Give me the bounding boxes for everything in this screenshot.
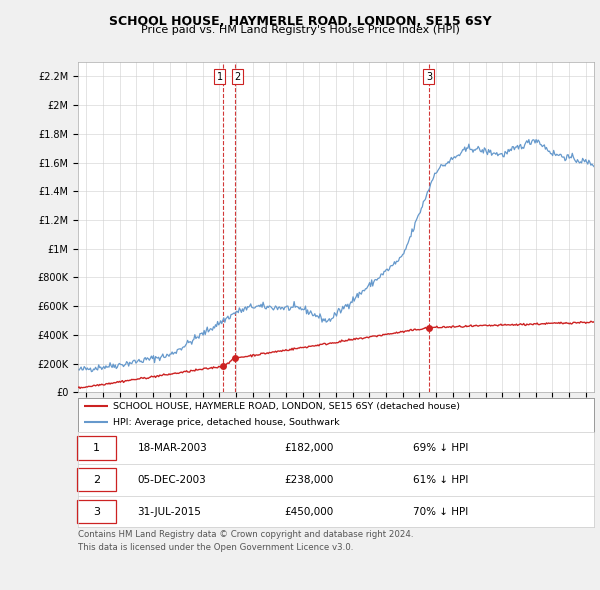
Text: SCHOOL HOUSE, HAYMERLE ROAD, LONDON, SE15 6SY (detached house): SCHOOL HOUSE, HAYMERLE ROAD, LONDON, SE1… — [113, 402, 460, 411]
Text: £182,000: £182,000 — [284, 443, 334, 453]
Text: 3: 3 — [426, 72, 432, 82]
Text: 69% ↓ HPI: 69% ↓ HPI — [413, 443, 469, 453]
Text: £450,000: £450,000 — [284, 507, 334, 516]
Text: 31-JUL-2015: 31-JUL-2015 — [137, 507, 201, 516]
Text: 61% ↓ HPI: 61% ↓ HPI — [413, 475, 469, 484]
Text: 18-MAR-2003: 18-MAR-2003 — [137, 443, 207, 453]
Text: HPI: Average price, detached house, Southwark: HPI: Average price, detached house, Sout… — [113, 418, 340, 427]
FancyBboxPatch shape — [77, 500, 116, 523]
FancyBboxPatch shape — [77, 436, 116, 460]
Text: This data is licensed under the Open Government Licence v3.0.: This data is licensed under the Open Gov… — [78, 543, 353, 552]
Text: Contains HM Land Registry data © Crown copyright and database right 2024.: Contains HM Land Registry data © Crown c… — [78, 530, 413, 539]
Text: 2: 2 — [235, 72, 241, 82]
Text: 70% ↓ HPI: 70% ↓ HPI — [413, 507, 469, 516]
Text: SCHOOL HOUSE, HAYMERLE ROAD, LONDON, SE15 6SY: SCHOOL HOUSE, HAYMERLE ROAD, LONDON, SE1… — [109, 15, 491, 28]
Text: 05-DEC-2003: 05-DEC-2003 — [137, 475, 206, 484]
FancyBboxPatch shape — [77, 468, 116, 491]
Point — [424, 323, 434, 332]
Point — [218, 362, 228, 371]
Text: 2: 2 — [93, 475, 100, 484]
Text: £238,000: £238,000 — [284, 475, 334, 484]
Text: 1: 1 — [93, 443, 100, 453]
Text: 3: 3 — [93, 507, 100, 516]
Text: Price paid vs. HM Land Registry's House Price Index (HPI): Price paid vs. HM Land Registry's House … — [140, 25, 460, 35]
Text: 1: 1 — [217, 72, 223, 82]
Point — [230, 353, 239, 363]
